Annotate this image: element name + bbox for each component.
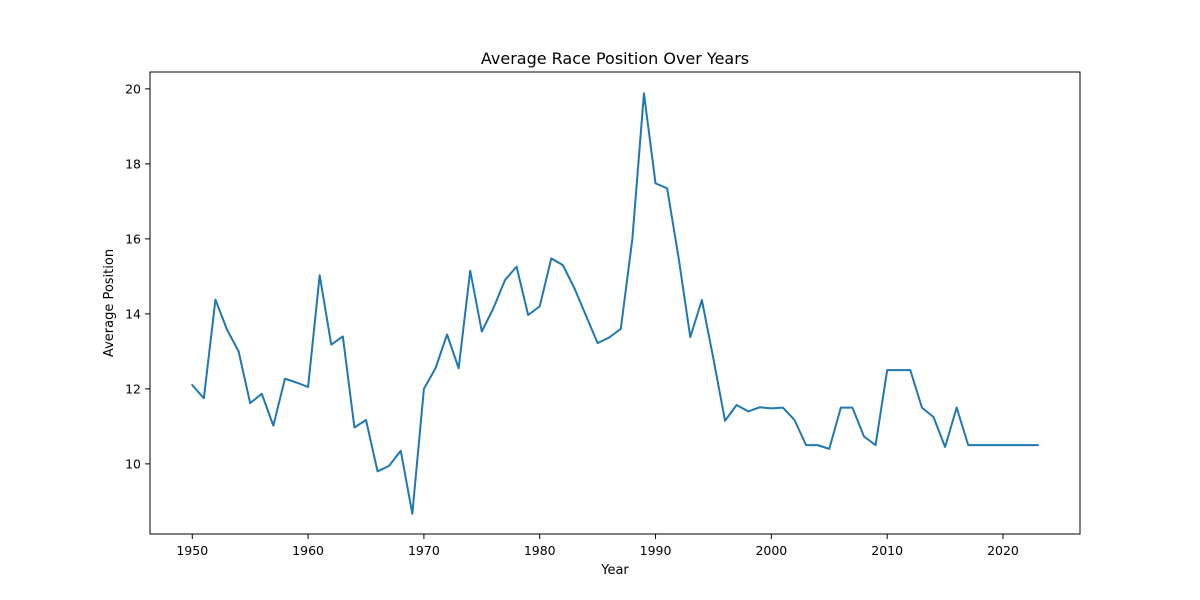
x-axis-label: Year xyxy=(600,563,629,578)
y-axis-ticks: 10 12 14 16 18 20 xyxy=(125,81,150,471)
y-tick-label: 12 xyxy=(125,381,141,396)
y-tick-label: 10 xyxy=(125,456,141,471)
x-tick-label: 2010 xyxy=(871,543,903,558)
y-tick-label: 16 xyxy=(125,231,141,246)
x-tick-label: 1970 xyxy=(408,543,440,558)
x-tick-label: 2000 xyxy=(755,543,787,558)
series-line-average-position xyxy=(190,92,1039,515)
plot-area-frame xyxy=(149,71,1081,535)
x-tick-label: 1960 xyxy=(292,543,324,558)
x-tick-label: 2020 xyxy=(987,543,1019,558)
y-tick-label: 20 xyxy=(125,81,141,96)
y-axis-label: Average Position xyxy=(102,249,117,357)
x-tick-label: 1980 xyxy=(524,543,556,558)
x-tick-label: 1990 xyxy=(640,543,672,558)
x-tick-label: 1950 xyxy=(176,543,208,558)
y-tick-label: 18 xyxy=(125,156,141,171)
x-axis-ticks: 1950 1960 1970 1980 1990 2000 2010 2020 xyxy=(176,534,1019,558)
chart-title: Average Race Position Over Years xyxy=(481,49,749,68)
y-tick-label: 14 xyxy=(125,306,141,321)
